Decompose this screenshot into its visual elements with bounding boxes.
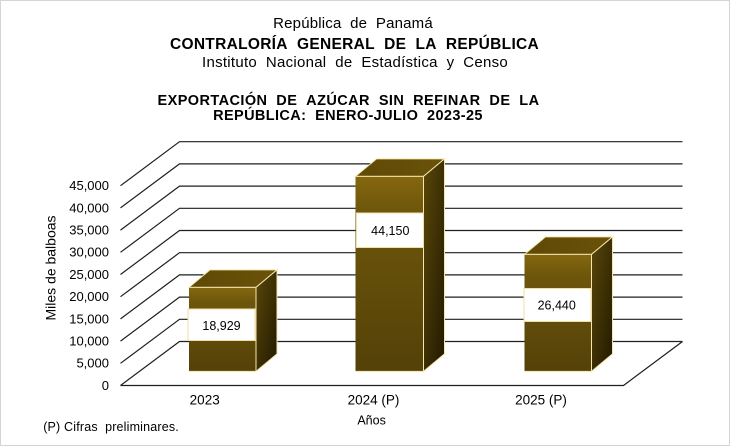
svg-text:2025 (P): 2025 (P) [515,393,567,408]
svg-text:30,000: 30,000 [69,245,109,260]
svg-text:2023: 2023 [190,393,220,408]
svg-text:0: 0 [102,378,109,393]
svg-text:10,000: 10,000 [69,334,109,349]
svg-text:25,000: 25,000 [69,267,109,282]
svg-text:(P) Cifras preliminares.: (P) Cifras preliminares. [43,420,179,434]
svg-text:2024 (P): 2024 (P) [348,393,400,408]
svg-text:26,440: 26,440 [538,298,576,312]
svg-text:5,000: 5,000 [76,356,109,371]
svg-text:40,000: 40,000 [69,200,109,215]
svg-text:44,150: 44,150 [371,224,409,238]
svg-text:35,000: 35,000 [69,223,109,238]
svg-text:15,000: 15,000 [69,311,109,326]
svg-text:Años: Años [357,414,386,428]
svg-text:Miles de balboas: Miles de balboas [43,215,59,320]
svg-text:45,000: 45,000 [69,178,109,193]
svg-text:20,000: 20,000 [69,289,109,304]
svg-text:18,929: 18,929 [202,319,240,333]
